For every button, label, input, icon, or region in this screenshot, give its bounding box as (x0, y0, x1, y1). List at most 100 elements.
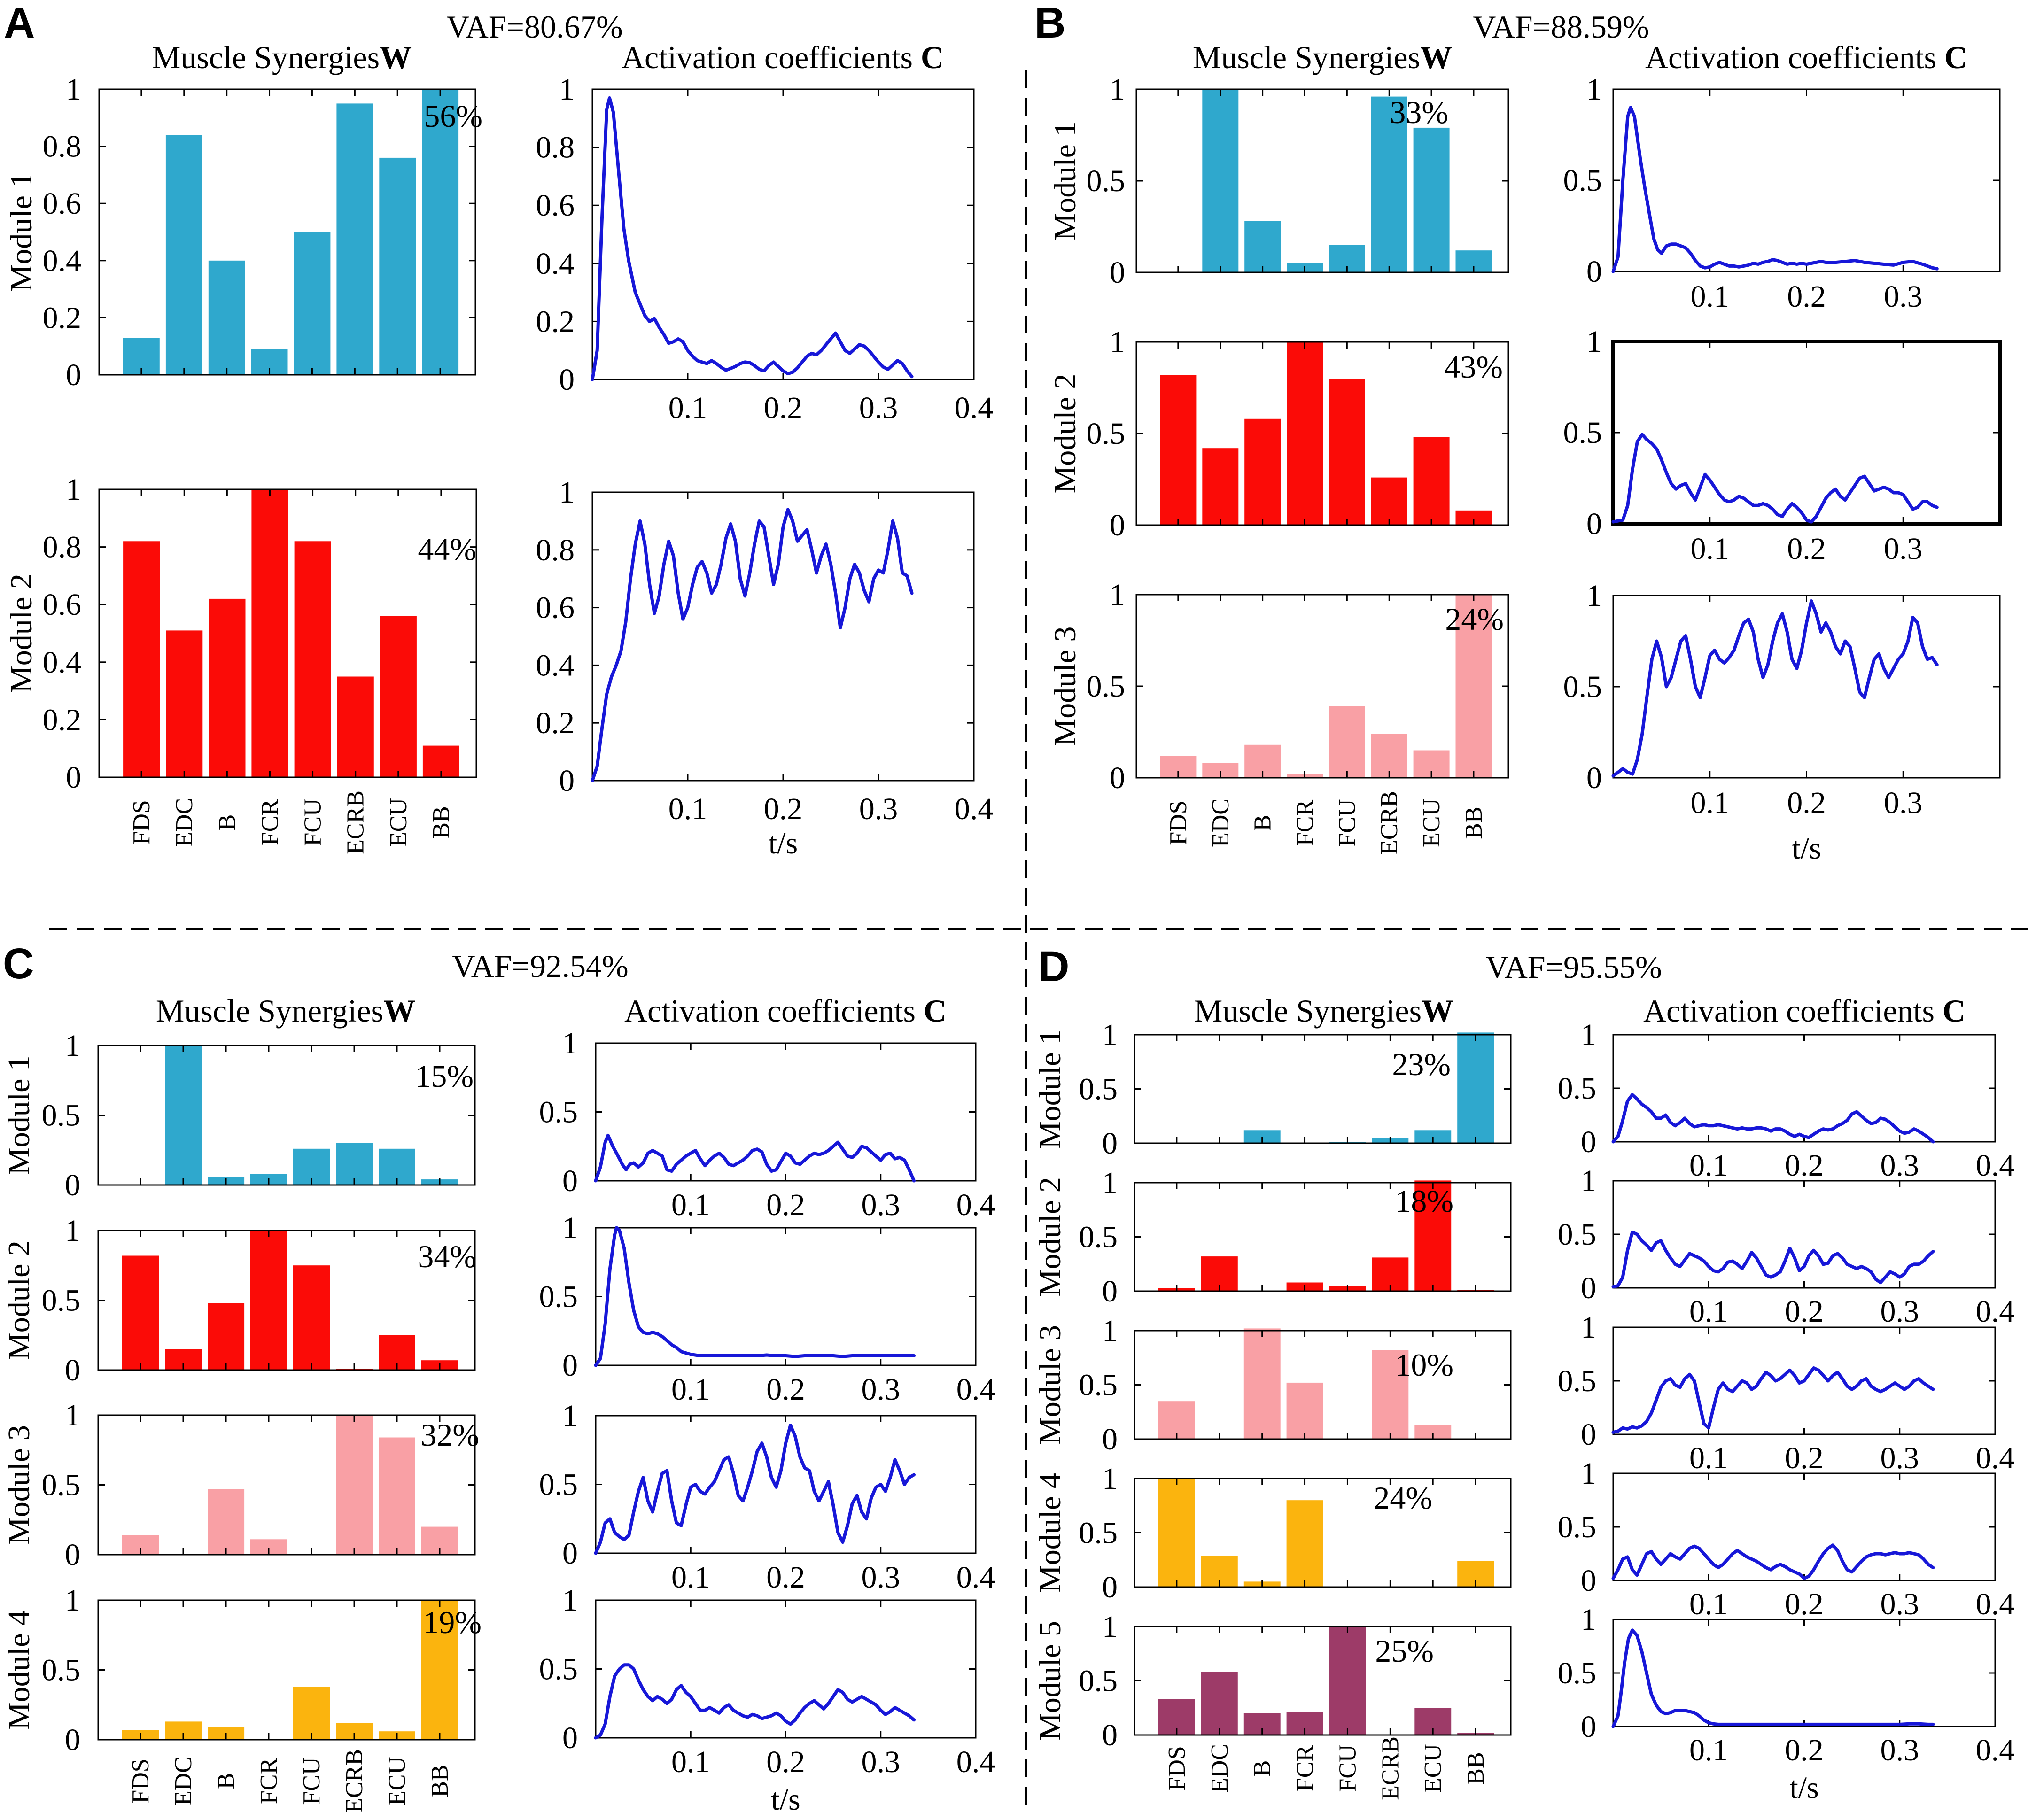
svg-text:0.2: 0.2 (766, 1188, 805, 1222)
svg-text:0.1: 0.1 (1689, 1441, 1728, 1475)
svg-text:0.5: 0.5 (1558, 1071, 1597, 1106)
svg-text:0.5: 0.5 (1558, 1656, 1597, 1690)
svg-text:1: 1 (65, 1398, 80, 1433)
svg-text:Module 5: Module 5 (1033, 1621, 1067, 1741)
svg-text:Module 3: Module 3 (2, 1425, 36, 1545)
svg-text:0.1: 0.1 (671, 1745, 710, 1779)
svg-text:0: 0 (1581, 1710, 1596, 1744)
svg-text:0.1: 0.1 (1689, 1148, 1728, 1183)
svg-text:0.2: 0.2 (764, 391, 803, 425)
svg-text:ECRB: ECRB (342, 790, 369, 854)
svg-text:0.2: 0.2 (1787, 279, 1826, 314)
svg-text:0.6: 0.6 (43, 588, 82, 622)
svg-text:0.2: 0.2 (1787, 786, 1826, 820)
svg-text:BB: BB (1462, 1752, 1489, 1784)
svg-text:0.5: 0.5 (539, 1468, 578, 1502)
svg-text:0.5: 0.5 (1079, 1664, 1118, 1698)
svg-text:0.5: 0.5 (1558, 1364, 1597, 1398)
svg-text:FCU: FCU (1334, 1744, 1361, 1792)
svg-text:D: D (1038, 943, 1069, 991)
svg-text:1: 1 (1102, 1462, 1118, 1496)
svg-text:0.1: 0.1 (671, 1188, 710, 1222)
svg-text:0.1: 0.1 (1691, 279, 1730, 314)
svg-text:FDS: FDS (127, 1758, 154, 1803)
svg-text:Muscle SynergiesW: Muscle SynergiesW (1194, 993, 1453, 1029)
svg-text:0.3: 0.3 (862, 1745, 901, 1779)
svg-text:Module 2: Module 2 (2, 1240, 36, 1360)
svg-text:0.1: 0.1 (671, 1372, 710, 1407)
svg-text:0: 0 (65, 1168, 80, 1202)
svg-text:0.2: 0.2 (766, 1745, 805, 1779)
svg-text:FCU: FCU (298, 1757, 325, 1805)
svg-text:B: B (214, 814, 241, 831)
svg-text:1: 1 (1581, 1456, 1596, 1491)
svg-text:Muscle SynergiesW: Muscle SynergiesW (152, 39, 412, 75)
svg-text:0.5: 0.5 (539, 1095, 578, 1130)
svg-text:0.1: 0.1 (1689, 1733, 1728, 1767)
svg-text:0.2: 0.2 (536, 304, 575, 339)
svg-text:t/s: t/s (1792, 831, 1821, 866)
svg-text:0.5: 0.5 (1079, 1516, 1118, 1550)
svg-text:BB: BB (428, 806, 455, 838)
svg-text:32%: 32% (420, 1417, 479, 1453)
svg-text:0.2: 0.2 (766, 1372, 805, 1407)
svg-text:VAF=92.54%: VAF=92.54% (452, 948, 628, 984)
svg-text:0.5: 0.5 (1563, 670, 1602, 704)
svg-text:0: 0 (1110, 761, 1125, 795)
svg-text:t/s: t/s (769, 826, 798, 860)
svg-text:ECRB: ECRB (1376, 791, 1403, 855)
svg-text:FDS: FDS (128, 800, 155, 844)
svg-text:0.4: 0.4 (955, 391, 994, 425)
svg-text:0.2: 0.2 (43, 301, 82, 335)
svg-text:Muscle SynergiesW: Muscle SynergiesW (156, 993, 415, 1029)
svg-text:0.8: 0.8 (536, 533, 575, 567)
svg-text:A: A (4, 0, 35, 47)
svg-text:0.5: 0.5 (1563, 416, 1602, 450)
svg-text:0: 0 (562, 1536, 578, 1571)
svg-text:0: 0 (1102, 1718, 1118, 1752)
svg-text:0.4: 0.4 (956, 1560, 995, 1595)
svg-text:44%: 44% (418, 531, 476, 567)
svg-text:FCU: FCU (300, 798, 326, 846)
svg-text:0.2: 0.2 (1785, 1733, 1824, 1767)
svg-text:0.5: 0.5 (1087, 417, 1126, 451)
svg-text:0: 0 (562, 1164, 578, 1198)
svg-text:0: 0 (1581, 1125, 1596, 1159)
svg-text:1: 1 (1581, 1603, 1596, 1637)
svg-text:BB: BB (427, 1765, 453, 1797)
svg-text:B: B (1249, 1760, 1276, 1777)
svg-text:EDC: EDC (171, 798, 198, 847)
svg-text:EDC: EDC (1206, 1744, 1233, 1793)
svg-text:0.3: 0.3 (859, 792, 898, 826)
svg-text:FCU: FCU (1334, 799, 1360, 846)
svg-text:1: 1 (559, 72, 575, 107)
svg-text:1: 1 (562, 1211, 578, 1245)
svg-text:Module 1: Module 1 (2, 1055, 36, 1175)
svg-text:EDC: EDC (170, 1757, 197, 1805)
svg-text:0.4: 0.4 (956, 1188, 995, 1222)
svg-text:1: 1 (1102, 1314, 1118, 1348)
svg-text:1: 1 (562, 1583, 578, 1618)
svg-text:0.3: 0.3 (1884, 532, 1923, 566)
svg-text:1: 1 (65, 1029, 80, 1063)
svg-text:0: 0 (559, 764, 575, 798)
svg-text:VAF=80.67%: VAF=80.67% (446, 9, 622, 45)
svg-text:0: 0 (1581, 1417, 1596, 1452)
svg-text:0.2: 0.2 (1785, 1587, 1824, 1621)
svg-text:0.3: 0.3 (1880, 1148, 1919, 1183)
svg-text:0.5: 0.5 (42, 1284, 81, 1318)
svg-text:0: 0 (1110, 256, 1125, 290)
svg-text:0.3: 0.3 (1880, 1587, 1919, 1621)
svg-text:56%: 56% (424, 98, 482, 134)
svg-text:FDS: FDS (1165, 800, 1192, 845)
svg-text:0.5: 0.5 (1558, 1510, 1597, 1544)
svg-text:0.8: 0.8 (43, 530, 82, 565)
svg-text:FCR: FCR (256, 1758, 282, 1805)
svg-text:0: 0 (1586, 761, 1602, 795)
svg-text:1: 1 (1581, 1018, 1596, 1052)
svg-text:0.2: 0.2 (1785, 1441, 1824, 1475)
svg-text:ECU: ECU (384, 1757, 411, 1805)
svg-text:0: 0 (66, 760, 81, 795)
svg-text:0.3: 0.3 (862, 1372, 901, 1407)
svg-text:EDC: EDC (1207, 798, 1234, 847)
